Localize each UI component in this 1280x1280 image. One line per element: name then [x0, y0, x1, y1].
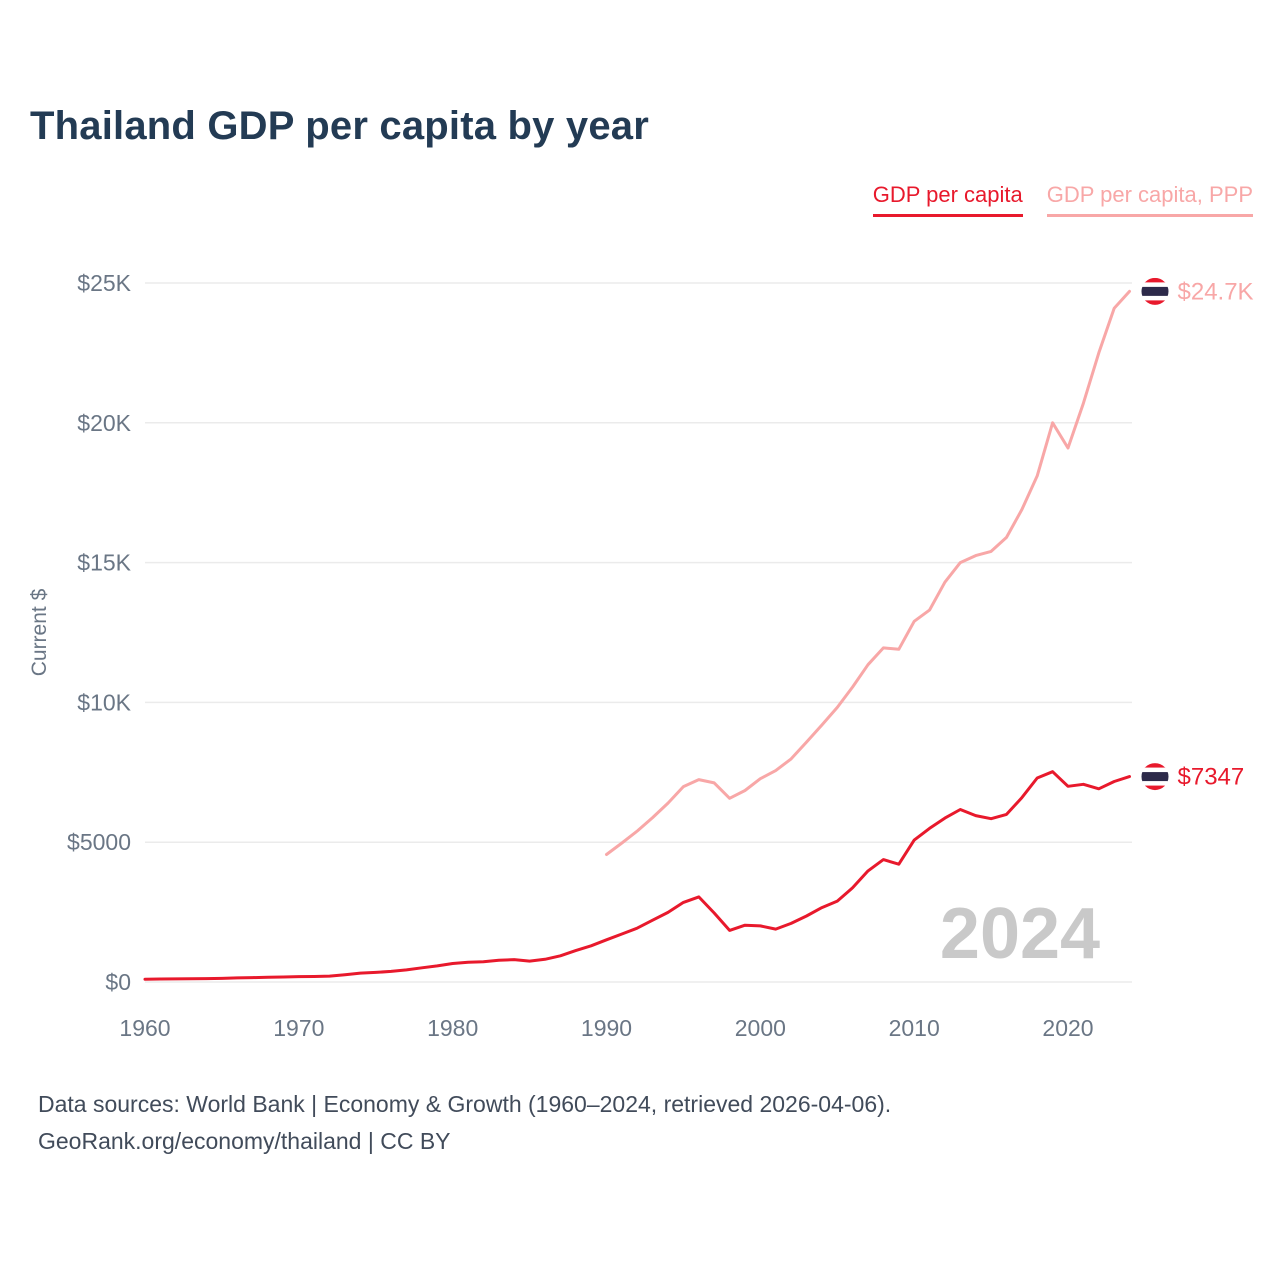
thailand-flag-icon: [1141, 277, 1169, 305]
legend-label-gdp-per-capita-ppp: GDP per capita, PPP: [1046, 182, 1253, 207]
end-value-label-gdp-per-capita-ppp: $24.7K: [1178, 278, 1254, 305]
y-tick-label: $0: [105, 969, 131, 995]
legend-item-gdp-per-capita[interactable]: GDP per capita: [872, 182, 1023, 217]
y-tick-label: $15K: [77, 550, 131, 576]
series-line-gdp-per-capita: [143, 770, 1131, 981]
y-axis-title: Current $: [28, 588, 51, 676]
footer: Data sources: World Bank | Economy & Gro…: [38, 1086, 891, 1160]
watermark-year: 2024: [940, 894, 1100, 974]
x-tick-label: 2010: [889, 1015, 940, 1041]
y-tick-label: $25K: [77, 270, 131, 296]
y-tick-label: $20K: [77, 410, 131, 436]
x-tick-label: 1990: [581, 1015, 632, 1041]
legend: GDP per capita GDP per capita, PPP: [872, 182, 1253, 217]
footer-attribution: GeoRank.org/economy/thailand | CC BY: [38, 1128, 451, 1154]
y-tick-label: $5000: [67, 829, 131, 855]
footer-data-sources: Data sources: World Bank | Economy & Gro…: [38, 1091, 892, 1117]
thailand-flag-icon: [1141, 763, 1169, 791]
x-tick-label: 2020: [1042, 1015, 1093, 1041]
y-tick-label: $10K: [77, 689, 131, 715]
x-tick-label: 1960: [119, 1015, 170, 1041]
x-tick-label: 1970: [273, 1015, 324, 1041]
legend-item-gdp-per-capita-ppp[interactable]: GDP per capita, PPP: [1046, 182, 1253, 217]
x-tick-label: 2000: [735, 1015, 786, 1041]
series-line-gdp-per-capita-ppp: [605, 289, 1131, 856]
end-value-label-gdp-per-capita: $7347: [1178, 764, 1245, 791]
page-title: Thailand GDP per capita by year: [30, 104, 650, 148]
legend-label-gdp-per-capita: GDP per capita: [872, 182, 1023, 207]
x-tick-label: 1980: [427, 1015, 478, 1041]
